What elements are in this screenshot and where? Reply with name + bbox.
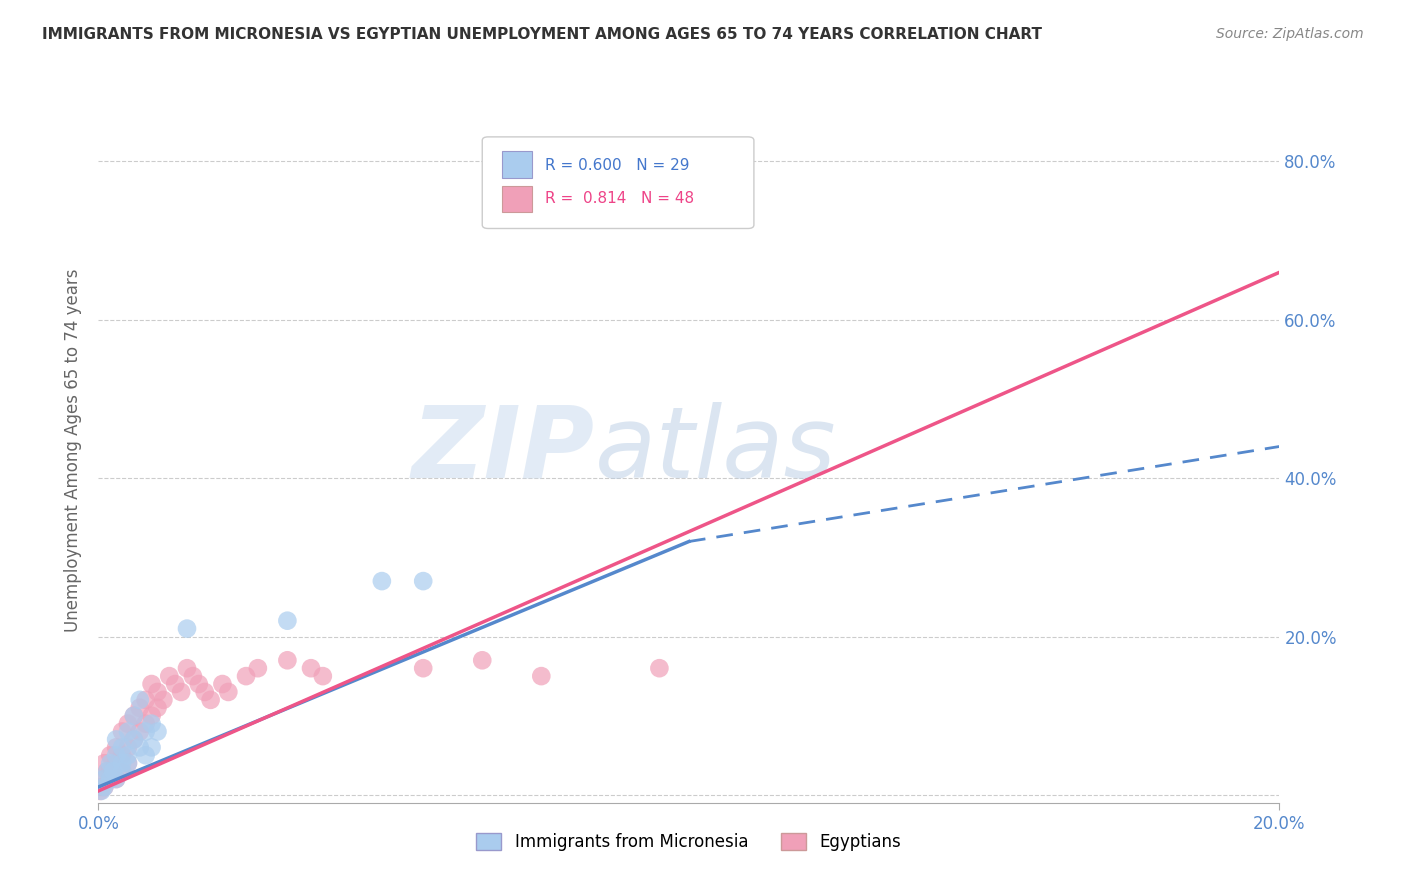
Point [128, 693, 150, 707]
Point [211, 677, 233, 691]
Point [122, 732, 145, 747]
Point [93, 772, 115, 786]
Point [141, 716, 163, 731]
Point [530, 669, 553, 683]
Point [93, 780, 115, 794]
Point [176, 661, 198, 675]
Point [371, 574, 394, 588]
Point [146, 724, 169, 739]
Point [412, 661, 434, 675]
Point [141, 677, 163, 691]
Point [111, 756, 134, 771]
Point [128, 724, 150, 739]
Point [187, 677, 209, 691]
Point [141, 740, 163, 755]
Point [152, 693, 174, 707]
Point [89, 784, 111, 798]
Point [122, 732, 145, 747]
Point [246, 661, 269, 675]
Point [217, 685, 239, 699]
Point [200, 693, 222, 707]
Point [181, 669, 204, 683]
Point [105, 772, 128, 786]
Point [98, 772, 121, 786]
Point [141, 708, 163, 723]
Point [146, 700, 169, 714]
FancyBboxPatch shape [502, 151, 531, 178]
Point [117, 748, 139, 763]
Point [105, 756, 128, 771]
Point [93, 772, 115, 786]
Point [276, 614, 298, 628]
Point [117, 756, 139, 771]
Text: atlas: atlas [595, 402, 837, 499]
Point [299, 661, 322, 675]
Point [312, 669, 335, 683]
Point [117, 724, 139, 739]
Point [90, 780, 112, 794]
Point [111, 764, 134, 778]
Point [96, 764, 118, 778]
Point [276, 653, 298, 667]
Legend: Immigrants from Micronesia, Egyptians: Immigrants from Micronesia, Egyptians [470, 826, 908, 858]
Point [105, 772, 128, 786]
Point [135, 748, 157, 763]
Point [111, 764, 134, 778]
Point [194, 685, 217, 699]
Point [90, 784, 112, 798]
Point [135, 724, 157, 739]
Text: R = 0.600   N = 29: R = 0.600 N = 29 [546, 158, 689, 172]
Text: ZIP: ZIP [412, 402, 595, 499]
Point [412, 574, 434, 588]
Point [122, 708, 145, 723]
Text: Source: ZipAtlas.com: Source: ZipAtlas.com [1216, 27, 1364, 41]
Point [105, 748, 128, 763]
Point [111, 740, 134, 755]
Point [165, 677, 187, 691]
Point [157, 669, 180, 683]
Point [135, 716, 157, 731]
Point [128, 740, 150, 755]
Point [105, 740, 128, 755]
Point [105, 732, 128, 747]
Point [103, 764, 125, 778]
Point [117, 756, 139, 771]
Point [235, 669, 257, 683]
Y-axis label: Unemployment Among Ages 65 to 74 years: Unemployment Among Ages 65 to 74 years [63, 268, 82, 632]
Point [128, 700, 150, 714]
Point [117, 740, 139, 755]
Point [170, 685, 193, 699]
Point [93, 756, 115, 771]
Point [93, 780, 115, 794]
Point [117, 716, 139, 731]
Point [111, 724, 134, 739]
Point [176, 622, 198, 636]
Text: IMMIGRANTS FROM MICRONESIA VS EGYPTIAN UNEMPLOYMENT AMONG AGES 65 TO 74 YEARS CO: IMMIGRANTS FROM MICRONESIA VS EGYPTIAN U… [42, 27, 1042, 42]
Point [98, 748, 121, 763]
Point [648, 661, 671, 675]
Point [98, 756, 121, 771]
Point [122, 708, 145, 723]
Point [111, 748, 134, 763]
Point [135, 693, 157, 707]
FancyBboxPatch shape [482, 136, 754, 228]
Point [96, 764, 118, 778]
Point [98, 764, 121, 778]
Point [98, 772, 121, 786]
Text: R =  0.814   N = 48: R = 0.814 N = 48 [546, 192, 695, 206]
Point [146, 685, 169, 699]
Point [471, 653, 494, 667]
FancyBboxPatch shape [502, 186, 531, 212]
